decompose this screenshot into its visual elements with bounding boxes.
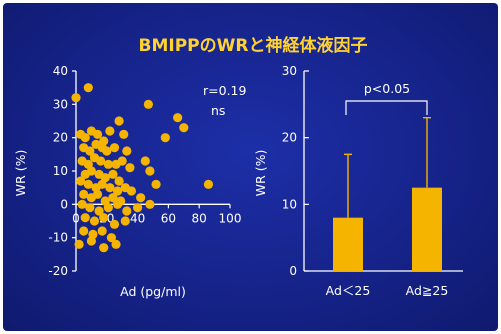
bar-y-tick-label: 0 — [289, 264, 297, 278]
scatter-point — [105, 183, 115, 193]
scatter-point — [112, 186, 123, 196]
scatter-point — [145, 166, 155, 176]
scatter-point — [79, 189, 89, 199]
scatter-point — [203, 179, 214, 189]
scatter-point — [79, 226, 89, 236]
bar-y-tick-label: 30 — [282, 64, 297, 78]
bar-p-annotation: p<0.05 — [364, 81, 410, 96]
scatter-y-tick-label: 40 — [53, 64, 68, 78]
scatter-point — [76, 176, 86, 186]
scatter-point — [151, 179, 161, 189]
bar-y-ticks: 30 20 10 0 — [282, 64, 309, 278]
bar-marks: Ad＜25 Ad≧25 — [326, 116, 449, 298]
scatter-point — [112, 199, 123, 209]
scatter-point — [106, 233, 117, 243]
scatter-point — [96, 156, 106, 166]
scatter-x-tick-label: 40 — [130, 211, 145, 225]
scatter-point — [109, 219, 120, 229]
scatter-point — [114, 176, 124, 186]
scatter-point — [119, 129, 129, 139]
scatter-point — [80, 213, 90, 223]
scatter-point — [173, 113, 183, 123]
scatter-point — [136, 193, 146, 203]
scatter-point — [80, 133, 90, 143]
scatter-y-label: WR (%) — [13, 150, 28, 197]
scatter-point — [103, 203, 113, 213]
scatter-point — [160, 133, 170, 143]
scatter-point — [109, 143, 120, 153]
scatter-point — [179, 123, 189, 133]
scatter-y-tick-label: 10 — [53, 164, 68, 178]
bar-category-label: Ad＜25 — [326, 283, 371, 298]
scatter-point — [114, 116, 124, 126]
scatter-point — [86, 236, 96, 246]
scatter-y-tick-label: -10 — [48, 231, 68, 245]
slide-title: BMIPPのWRと神経体液因子 — [139, 35, 368, 56]
scatter-point — [85, 203, 95, 213]
bar-category-label: Ad≧25 — [406, 283, 449, 298]
scatter-r-annotation: r=0.19 — [203, 83, 246, 98]
bar — [412, 187, 442, 271]
scatter-point — [125, 163, 135, 173]
scatter-point — [86, 166, 96, 176]
scatter-point — [111, 239, 121, 249]
scatter-point — [122, 146, 132, 156]
scatter-x-tick-label: 60 — [161, 211, 176, 225]
scatter-point — [105, 126, 115, 136]
scatter-y-tick-label: 0 — [60, 197, 68, 211]
scatter-point — [99, 243, 109, 253]
scatter-point — [108, 169, 118, 179]
scatter-point — [99, 213, 109, 223]
scatter-x-tick-label: 80 — [192, 211, 207, 225]
scatter-point — [140, 156, 150, 166]
scatter-point — [126, 186, 137, 196]
bar-y-tick-label: 10 — [282, 197, 297, 211]
scatter-point — [103, 159, 113, 169]
scatter-y-tick-label: 20 — [53, 131, 68, 145]
scatter-point — [97, 226, 107, 236]
scatter-points — [71, 83, 214, 253]
bar-chart: 30 20 10 0 Ad＜25 Ad≧25 WR (%) p<0.05 — [253, 64, 463, 298]
scatter-point — [83, 179, 93, 189]
scatter-point — [102, 146, 112, 156]
scatter-x-tick-label: 100 — [219, 211, 242, 225]
scatter-point — [97, 179, 107, 189]
scatter-x-tick-label: 0 — [72, 211, 80, 225]
scatter-point — [77, 199, 87, 209]
scatter-y-tick-label: -20 — [48, 264, 68, 278]
scatter-point — [94, 206, 104, 216]
scatter-y-ticks: 40 30 20 10 0 -10 -20 — [48, 64, 76, 278]
bar — [333, 217, 363, 271]
scatter-point — [83, 83, 93, 93]
bar-y-label: WR (%) — [253, 150, 268, 197]
scatter-point — [143, 99, 153, 109]
scatter-point — [92, 189, 103, 199]
bar-y-tick-label: 20 — [282, 131, 297, 145]
scatter-point — [74, 239, 84, 249]
scatter-point — [71, 93, 81, 103]
scatter-point — [122, 206, 132, 216]
scatter-point — [89, 216, 100, 226]
scatter-y-tick-label: 30 — [53, 97, 68, 111]
scatter-point — [111, 159, 121, 169]
significance-bracket — [345, 100, 428, 115]
scatter-ns-annotation: ns — [211, 103, 225, 118]
scatter-point — [92, 129, 103, 139]
scatter-x-label: Ad (pg/ml) — [120, 284, 186, 299]
scatter-point — [108, 193, 118, 203]
scatter-point — [133, 203, 143, 213]
scatter-point — [145, 199, 155, 209]
scatter-point — [120, 216, 130, 226]
scatter-point — [85, 146, 95, 156]
